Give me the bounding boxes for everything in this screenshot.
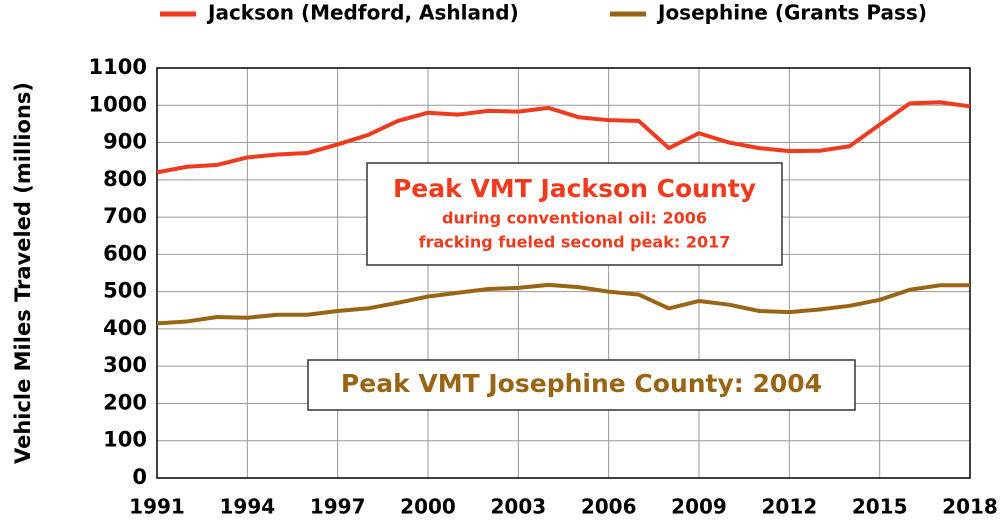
legend-label: Jackson (Medford, Ashland) — [206, 1, 519, 25]
x-tick-label: 2018 — [942, 495, 998, 519]
annotation-text: fracking fueled second peak: 2017 — [419, 233, 731, 252]
x-tick-label: 1997 — [310, 495, 366, 519]
annotation-box — [307, 359, 856, 411]
annotation-box — [366, 162, 783, 266]
y-tick-label: 600 — [103, 241, 147, 265]
y-tick-label: 1000 — [89, 92, 147, 116]
annotation-text: during conventional oil: 2006 — [442, 209, 707, 228]
y-tick-label: 0 — [132, 465, 147, 489]
y-axis-label: Vehicle Miles Traveled (millions) — [11, 82, 35, 464]
y-tick-label: 400 — [103, 316, 147, 340]
x-tick-label: 2003 — [490, 495, 546, 519]
x-tick-label: 1991 — [129, 495, 185, 519]
line — [156, 282, 970, 326]
y-tick-label: 300 — [103, 353, 147, 377]
y-tick-label: 100 — [103, 428, 147, 452]
plot-frame — [156, 67, 971, 479]
y-tick-label: 900 — [103, 130, 147, 154]
y-tick-label: 1100 — [89, 55, 147, 79]
line — [156, 100, 971, 175]
annotation-text: Peak VMT Josephine County: 2004 — [341, 369, 822, 398]
y-tick-label: 800 — [103, 167, 147, 191]
y-tick-label: 700 — [103, 204, 147, 228]
annotation-text: Peak VMT Jackson County — [393, 174, 756, 203]
x-tick-label: 2012 — [761, 495, 817, 519]
y-tick-label: 200 — [103, 390, 147, 414]
x-tick-label: 2006 — [581, 495, 637, 519]
x-tick-label: 2009 — [671, 495, 727, 519]
x-tick-label: 2015 — [852, 495, 908, 519]
legend-label: Josephine (Grants Pass) — [656, 1, 927, 25]
y-tick-label: 500 — [103, 279, 147, 303]
x-tick-label: 1994 — [219, 495, 275, 519]
x-tick-label: 2000 — [400, 495, 456, 519]
